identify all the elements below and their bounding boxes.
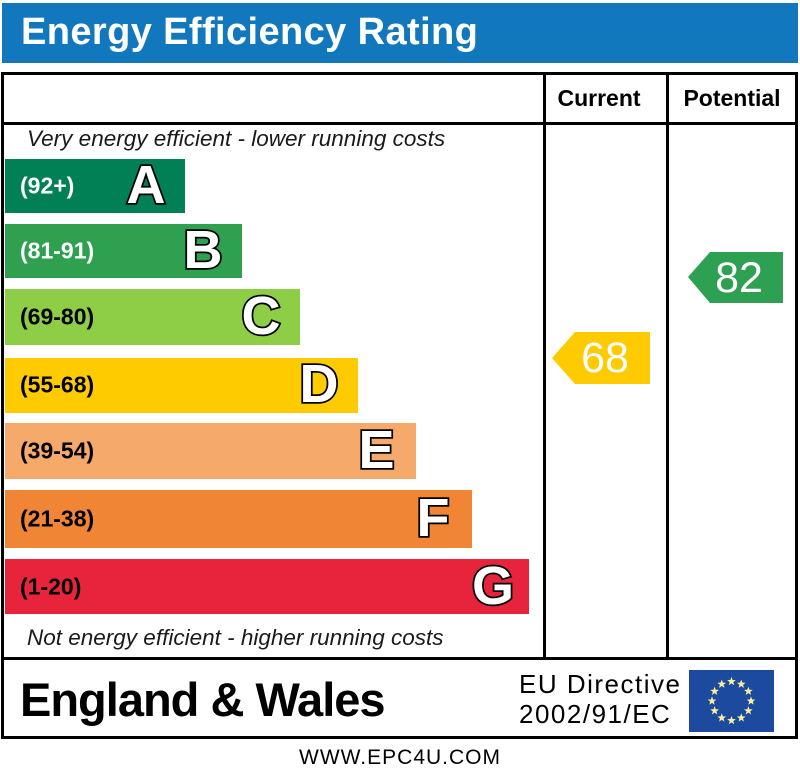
- svg-text:82: 82: [715, 254, 763, 302]
- svg-text:68: 68: [581, 334, 629, 382]
